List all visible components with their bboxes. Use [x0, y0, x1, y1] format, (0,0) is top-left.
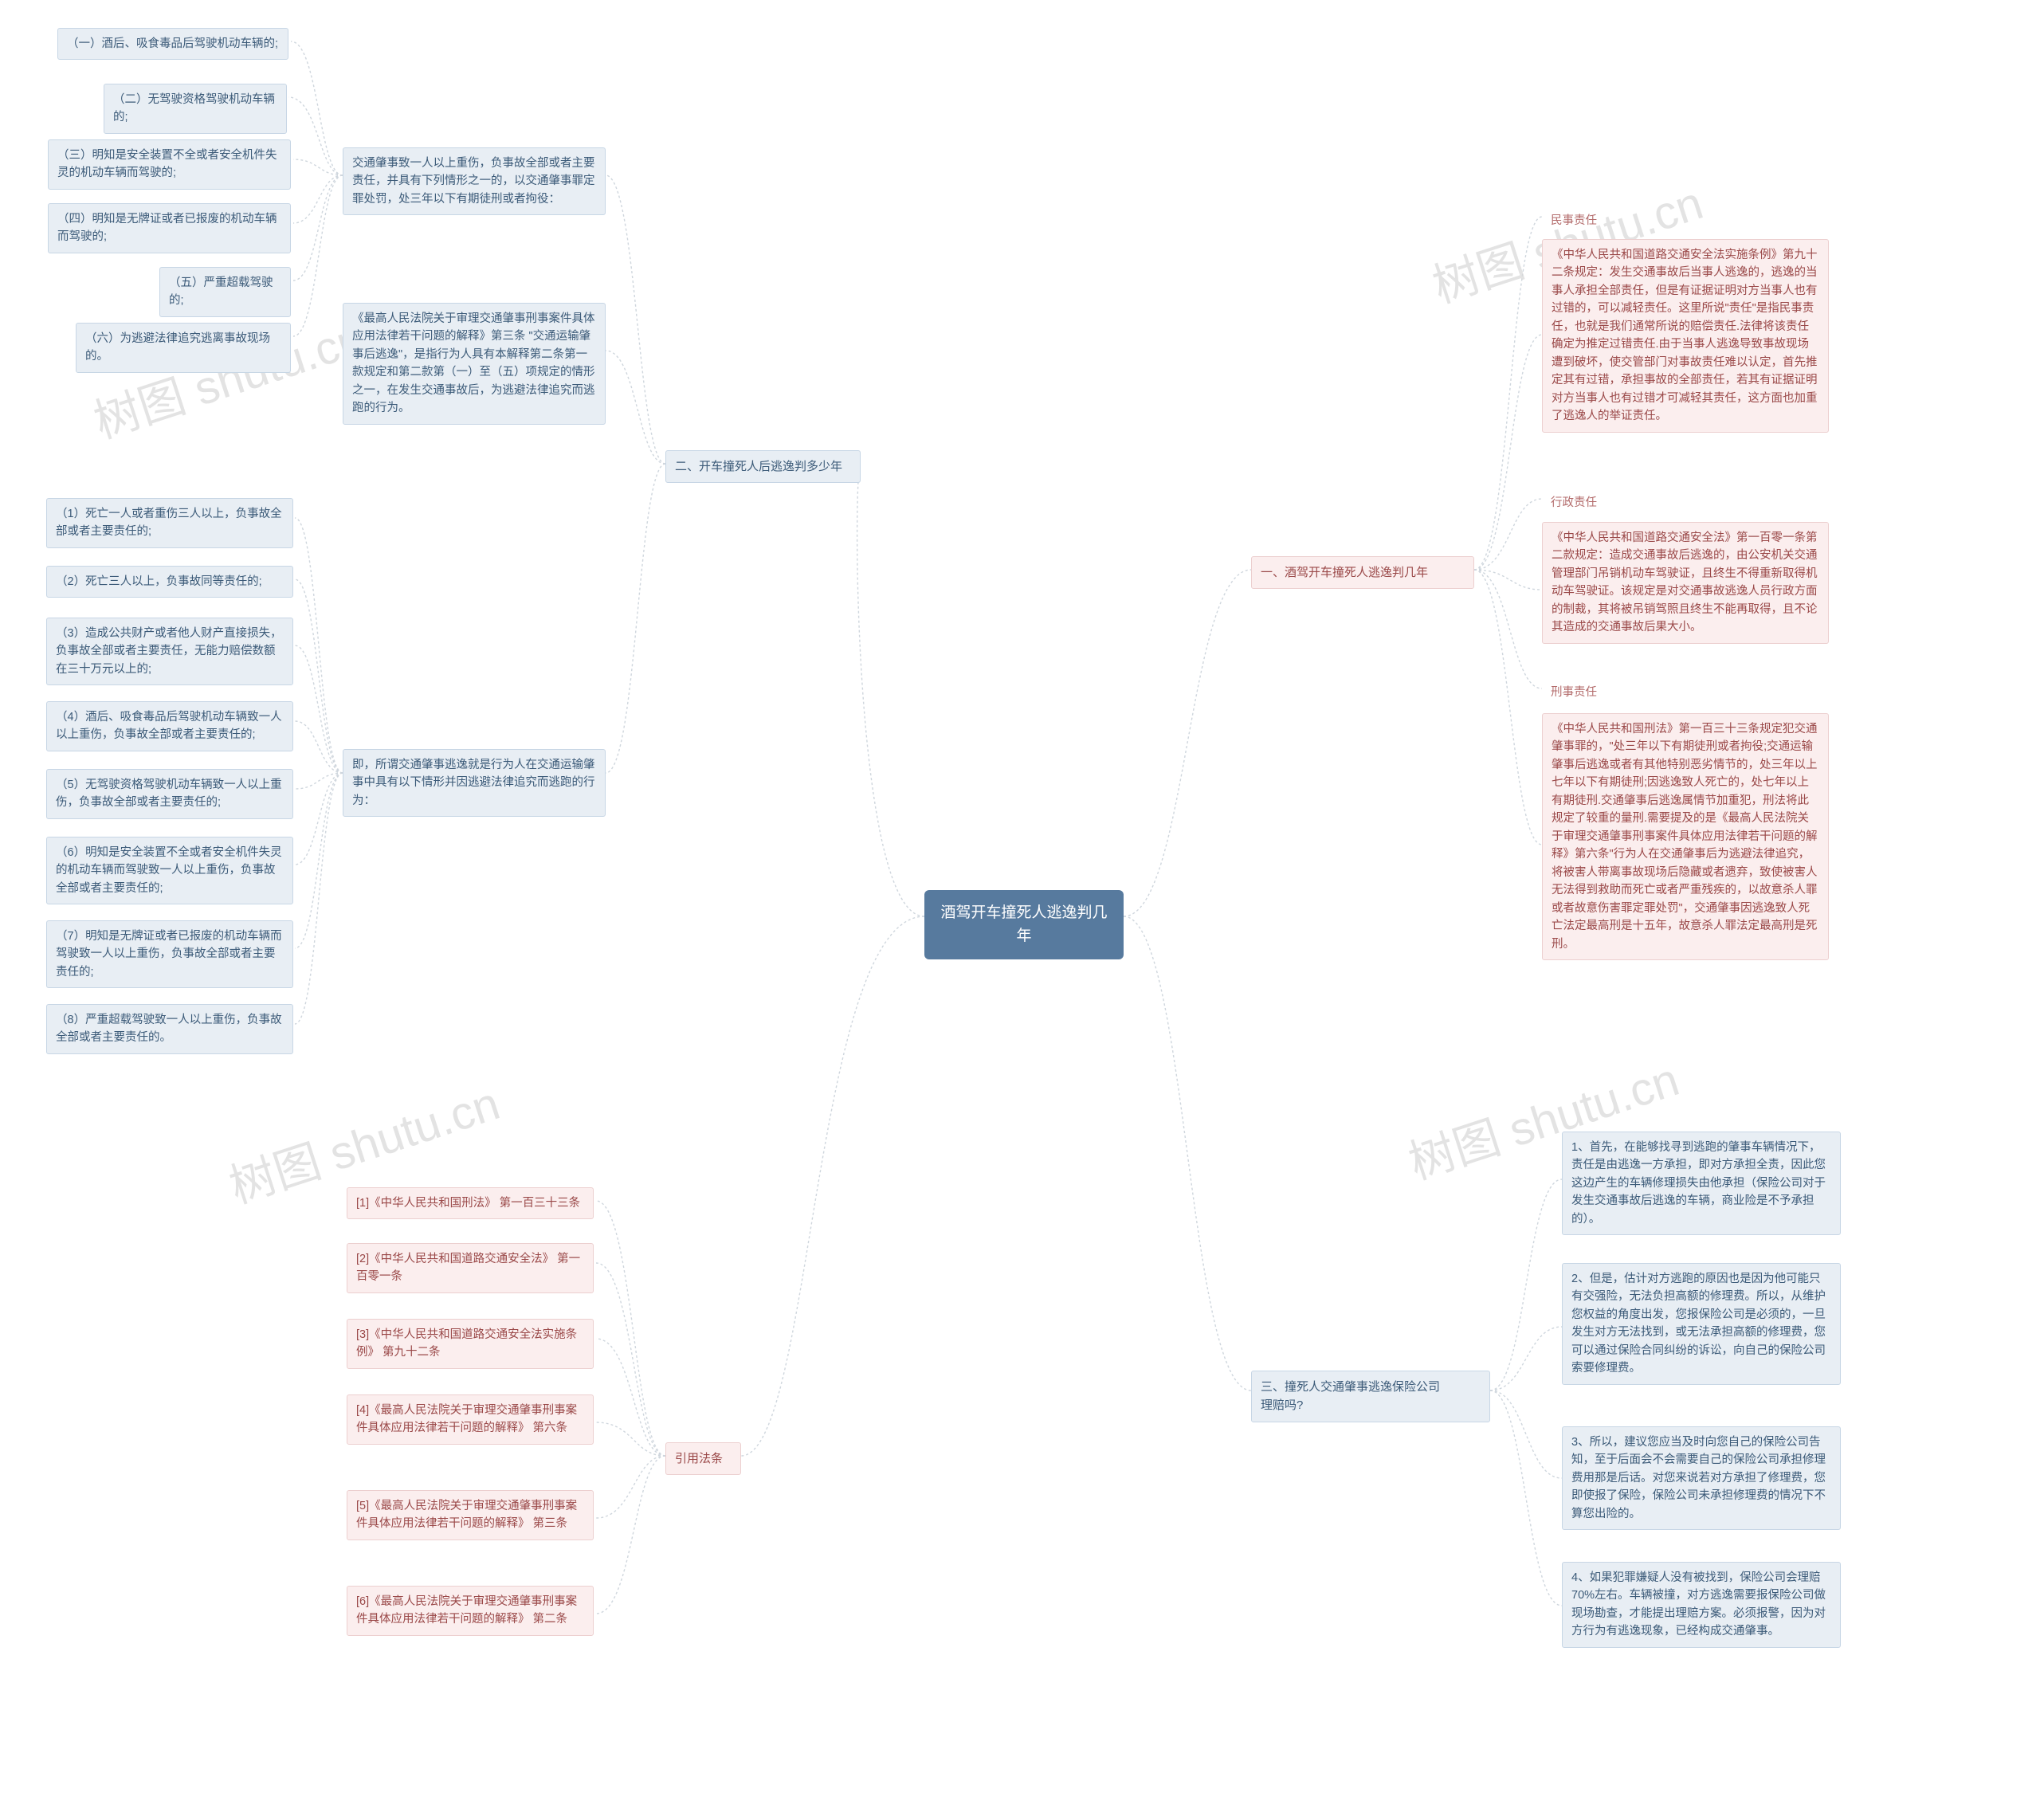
leaf: （2）死亡三人以上，负事故同等责任的;	[46, 566, 293, 598]
b1-item: 民事责任	[1542, 206, 1606, 236]
b1-item: 《中华人民共和国刑法》第一百三十三条规定犯交通肇事罪的，"处三年以下有期徒刑或者…	[1542, 713, 1829, 960]
leaf: （3）造成公共财产或者他人财产直接损失，负事故全部或者主要责任，无能力赔偿数额在…	[46, 618, 293, 685]
b2-sub3: 即，所谓交通肇事逃逸就是行为人在交通运输肇事中具有以下情形并因逃避法律追究而逃跑…	[343, 749, 606, 817]
leaf: （三）明知是安全装置不全或者安全机件失灵的机动车辆而驾驶的;	[48, 139, 291, 190]
leaf: （四）明知是无牌证或者已报废的机动车辆而驾驶的;	[48, 203, 291, 253]
law-item: [3]《中华人民共和国道路交通安全法实施条例》 第九十二条	[347, 1319, 594, 1369]
leaf: （二）无驾驶资格驾驶机动车辆的;	[104, 84, 287, 134]
root-label: 酒驾开车撞死人逃逸判几 年	[940, 904, 1107, 944]
b2-sub1: 交通肇事致一人以上重伤，负事故全部或者主要责任，并具有下列情形之一的，以交通肇事…	[343, 147, 606, 215]
law-item: [5]《最高人民法院关于审理交通肇事刑事案件具体应用法律若干问题的解释》 第三条	[347, 1490, 594, 1540]
b1-item: 行政责任	[1542, 488, 1606, 518]
leaf: （5）无驾驶资格驾驶机动车辆致一人以上重伤，负事故全部或者主要责任的;	[46, 769, 293, 819]
leaf: （一）酒后、吸食毒品后驾驶机动车辆的;	[57, 28, 288, 60]
law-item: [4]《最高人民法院关于审理交通肇事刑事案件具体应用法律若干问题的解释》 第六条	[347, 1394, 594, 1445]
b1-item: 《中华人民共和国道路交通安全法》第一百零一条第二款规定：造成交通事故后逃逸的，由…	[1542, 522, 1829, 644]
b2-sub2: 《最高人民法院关于审理交通肇事刑事案件具体应用法律若干问题的解释》第三条 "交通…	[343, 303, 606, 425]
leaf: （1）死亡一人或者重伤三人以上，负事故全部或者主要责任的;	[46, 498, 293, 548]
leaf: （4）酒后、吸食毒品后驾驶机动车辆致一人以上重伤，负事故全部或者主要责任的;	[46, 701, 293, 751]
branch-laws: 引用法条	[665, 1442, 741, 1475]
law-item: [6]《最高人民法院关于审理交通肇事刑事案件具体应用法律若干问题的解释》 第二条	[347, 1586, 594, 1636]
leaf: （7）明知是无牌证或者已报废的机动车辆而驾驶致一人以上重伤，负事故全部或者主要责…	[46, 920, 293, 988]
b3-item: 1、首先，在能够找寻到逃跑的肇事车辆情况下，责任是由逃逸一方承担，即对方承担全责…	[1562, 1132, 1841, 1235]
leaf: （8）严重超载驾驶致一人以上重伤，负事故全部或者主要责任的。	[46, 1004, 293, 1054]
leaf: （6）明知是安全装置不全或者安全机件失灵的机动车辆而驾驶致一人以上重伤，负事故全…	[46, 837, 293, 904]
branch-3: 三、撞死人交通肇事逃逸保险公司 理赔吗?	[1251, 1371, 1490, 1422]
b1-item: 《中华人民共和国道路交通安全法实施条例》第九十二条规定：发生交通事故后当事人逃逸…	[1542, 239, 1829, 433]
b3-item: 4、如果犯罪嫌疑人没有被找到，保险公司会理赔70%左右。车辆被撞，对方逃逸需要报…	[1562, 1562, 1841, 1648]
mindmap-root: 酒驾开车撞死人逃逸判几 年	[924, 890, 1124, 959]
law-item: [1]《中华人民共和国刑法》 第一百三十三条	[347, 1187, 594, 1219]
b3-item: 2、但是，估计对方逃跑的原因也是因为他可能只有交强险，无法负担高额的修理费。所以…	[1562, 1263, 1841, 1385]
branch-1: 一、酒驾开车撞死人逃逸判几年	[1251, 556, 1474, 589]
b1-item: 刑事责任	[1542, 677, 1606, 708]
b3-item: 3、所以，建议您应当及时向您自己的保险公司告知，至于后面会不会需要自己的保险公司…	[1562, 1426, 1841, 1530]
law-item: [2]《中华人民共和国道路交通安全法》 第一百零一条	[347, 1243, 594, 1293]
branch-2: 二、开车撞死人后逃逸判多少年	[665, 450, 861, 483]
leaf: （六）为逃避法律追究逃离事故现场的。	[76, 323, 291, 373]
leaf: （五）严重超载驾驶的;	[159, 267, 291, 317]
